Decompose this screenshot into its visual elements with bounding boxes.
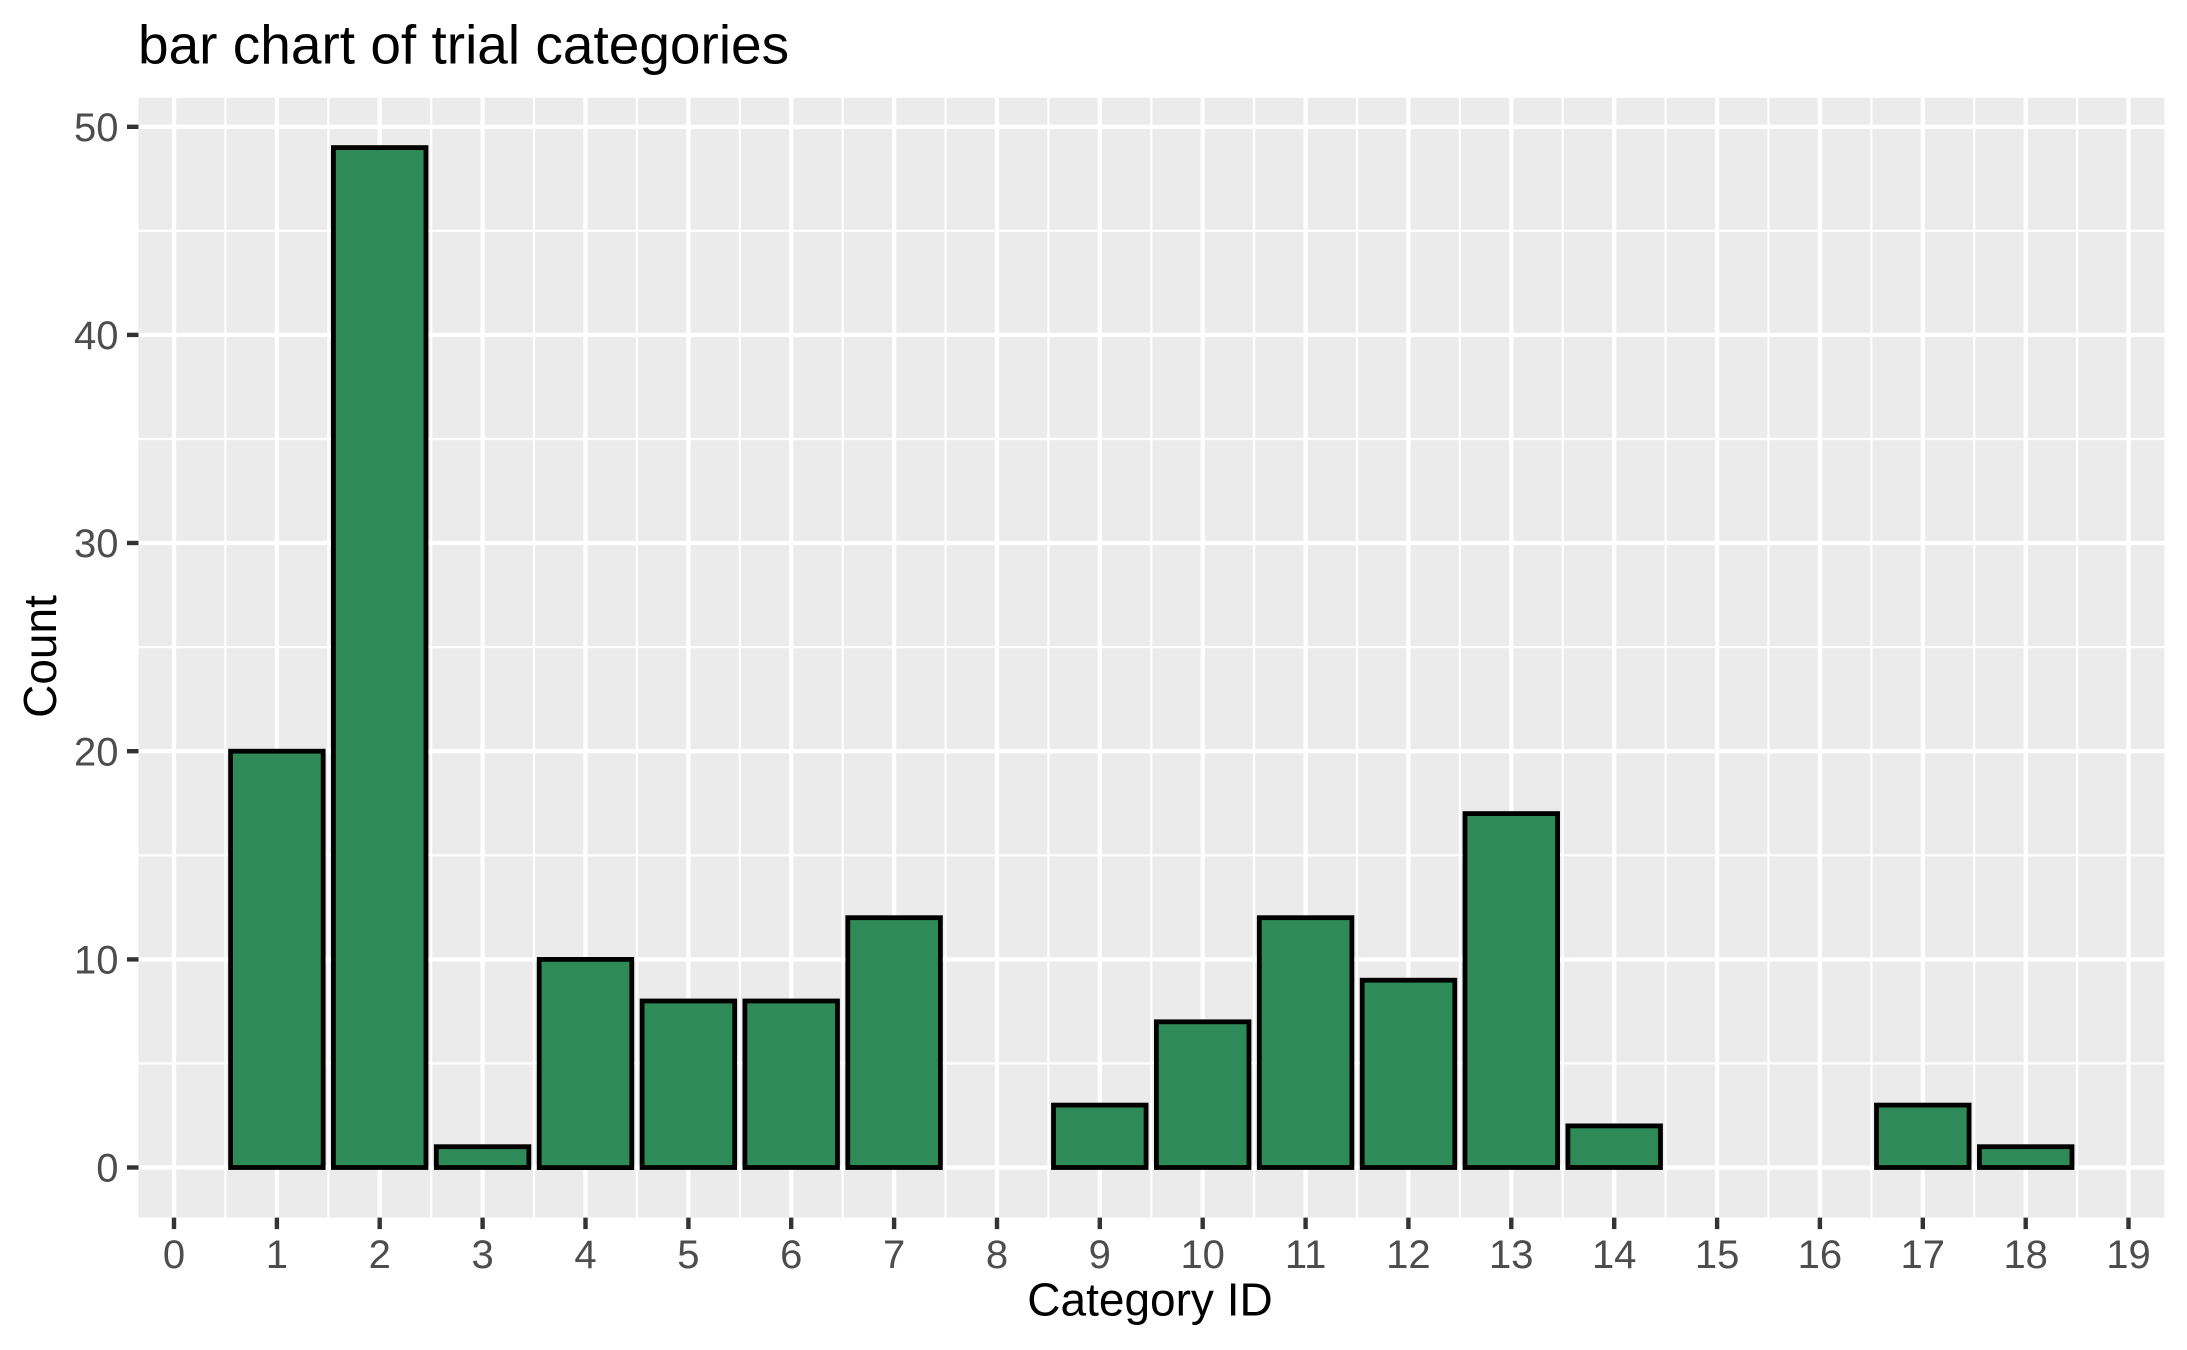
svg-text:18: 18: [2003, 1233, 2048, 1277]
svg-text:16: 16: [1798, 1233, 1843, 1277]
svg-text:6: 6: [780, 1233, 802, 1277]
svg-text:3: 3: [471, 1233, 493, 1277]
svg-text:8: 8: [986, 1233, 1008, 1277]
svg-text:17: 17: [1901, 1233, 1946, 1277]
svg-text:20: 20: [74, 730, 119, 774]
svg-text:19: 19: [2106, 1233, 2151, 1277]
svg-text:40: 40: [74, 314, 119, 358]
svg-text:13: 13: [1489, 1233, 1534, 1277]
svg-text:12: 12: [1386, 1233, 1431, 1277]
svg-text:2: 2: [369, 1233, 391, 1277]
svg-text:15: 15: [1695, 1233, 1740, 1277]
svg-text:0: 0: [96, 1147, 118, 1191]
svg-text:9: 9: [1089, 1233, 1111, 1277]
svg-text:10: 10: [1180, 1233, 1225, 1277]
svg-text:bar chart of trial categories: bar chart of trial categories: [138, 14, 789, 76]
svg-text:0: 0: [163, 1233, 185, 1277]
svg-text:Count: Count: [14, 595, 66, 718]
svg-text:50: 50: [74, 106, 119, 150]
svg-text:Category ID: Category ID: [1027, 1274, 1272, 1326]
svg-text:11: 11: [1285, 1233, 1327, 1277]
svg-text:1: 1: [266, 1233, 288, 1277]
svg-text:5: 5: [677, 1233, 699, 1277]
svg-text:30: 30: [74, 522, 119, 566]
svg-text:10: 10: [74, 939, 119, 983]
svg-text:7: 7: [883, 1233, 905, 1277]
svg-text:4: 4: [574, 1233, 596, 1277]
svg-text:14: 14: [1592, 1233, 1637, 1277]
